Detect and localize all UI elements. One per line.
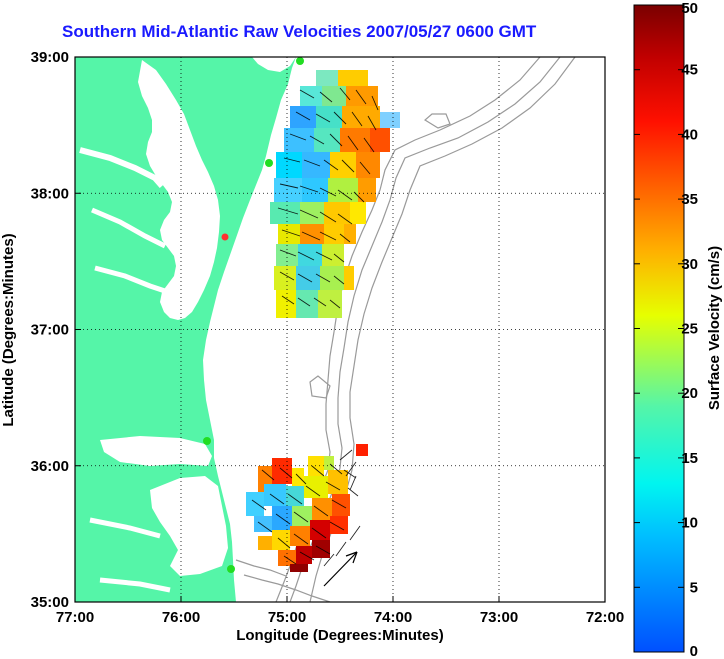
- station-marker[interactable]: [203, 437, 211, 445]
- colorbar-ticks: 0 5 10 15 20 25 30 35 40 45 50: [634, 0, 698, 659]
- land-mass: [75, 57, 296, 602]
- potomac-river: [79, 147, 165, 188]
- albemarle-sound: [100, 436, 212, 466]
- x-tick-label: 75:00: [268, 609, 306, 626]
- y-axis-ticks: 39:00 38:00 37:00 36:00 35:00: [31, 49, 81, 611]
- y-axis-label: Latitude (Degrees:Minutes): [0, 233, 17, 426]
- neuse-river: [99, 577, 171, 593]
- x-tick-label: 73:00: [480, 609, 518, 626]
- station-marker[interactable]: [296, 57, 304, 65]
- x-tick-label: 74:00: [374, 609, 412, 626]
- velocity-field-north: [270, 70, 400, 318]
- pamlico-river: [89, 517, 161, 539]
- colorbar-tick-label: 30: [681, 256, 698, 273]
- pamlico-sound: [150, 476, 228, 576]
- colorbar-tick-label: 45: [681, 62, 698, 79]
- colorbar-tick-label: 40: [681, 126, 698, 143]
- y-tick-label: 37:00: [31, 322, 69, 339]
- grid-lines: [75, 57, 605, 602]
- colorbar-tick-label: 15: [681, 450, 698, 467]
- map-title: Southern Mid-Atlantic Raw Velocities 200…: [62, 22, 537, 41]
- rappahannock-river: [91, 207, 167, 249]
- x-tick-label: 76:00: [162, 609, 200, 626]
- delaware-bay: [252, 57, 296, 72]
- colorbar-tick-label: 10: [681, 515, 698, 532]
- colorbar: [634, 5, 684, 652]
- station-marker[interactable]: [265, 159, 273, 167]
- radar-stations: [203, 57, 304, 573]
- y-tick-label: 39:00: [31, 49, 69, 66]
- x-tick-label: 72:00: [586, 609, 624, 626]
- scale-arrow: [323, 551, 358, 587]
- colorbar-tick-label: 50: [681, 0, 698, 17]
- colorbar-tick-label: 25: [681, 321, 698, 338]
- colorbar-tick-label: 35: [681, 191, 698, 208]
- colorbar-tick-label: 5: [690, 579, 698, 596]
- station-marker-inactive[interactable]: [221, 233, 229, 241]
- colorbar-label: Surface Velocity (cm/s): [706, 246, 723, 410]
- x-tick-label: 77:00: [56, 609, 94, 626]
- colorbar-tick-label: 0: [690, 643, 698, 659]
- x-axis-label: Longitude (Degrees:Minutes): [236, 627, 444, 644]
- velocity-field-south: [246, 444, 368, 572]
- y-tick-label: 35:00: [31, 594, 69, 611]
- x-axis-ticks: 77:00 76:00 75:00 74:00 73:00 72:00: [56, 596, 624, 626]
- colorbar-tick-label: 20: [681, 385, 698, 402]
- y-tick-label: 36:00: [31, 458, 69, 475]
- york-river: [94, 265, 169, 295]
- y-tick-label: 38:00: [31, 185, 69, 202]
- station-marker[interactable]: [227, 565, 235, 573]
- chesapeake-bay: [138, 60, 220, 320]
